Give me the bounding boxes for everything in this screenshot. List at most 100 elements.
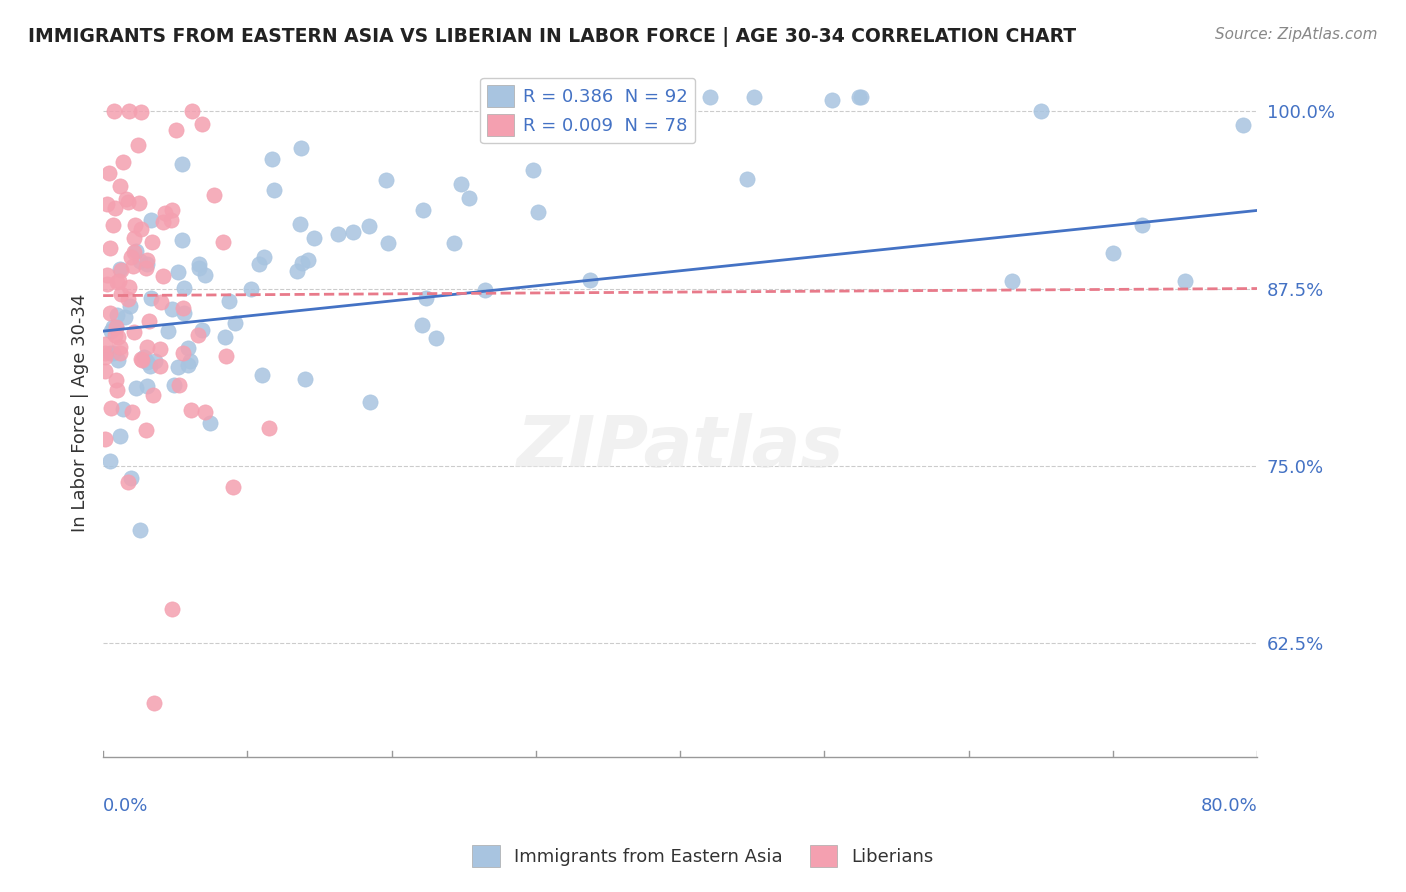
Point xyxy=(103,346,125,360)
Point xyxy=(699,90,721,104)
Point xyxy=(122,245,145,260)
Point xyxy=(180,402,202,417)
Point xyxy=(152,214,174,228)
Point xyxy=(98,346,121,360)
Point xyxy=(108,346,131,360)
Point xyxy=(1232,118,1254,132)
Point xyxy=(122,260,145,274)
Point xyxy=(122,325,145,339)
Point xyxy=(93,337,115,351)
Text: Source: ZipAtlas.com: Source: ZipAtlas.com xyxy=(1215,27,1378,42)
Point xyxy=(291,255,314,269)
Point xyxy=(177,341,200,355)
Point xyxy=(250,368,273,382)
Point xyxy=(374,173,396,187)
Point xyxy=(259,421,281,435)
Point xyxy=(177,358,200,372)
Point xyxy=(285,264,308,278)
Point xyxy=(735,172,758,186)
Point xyxy=(240,282,263,296)
Point xyxy=(98,454,121,468)
Point xyxy=(162,203,184,218)
Point xyxy=(612,90,634,104)
Point xyxy=(187,327,209,342)
Point xyxy=(149,295,172,310)
Point xyxy=(131,353,153,368)
Point xyxy=(135,379,157,393)
Point xyxy=(194,268,217,282)
Point xyxy=(170,233,193,247)
Y-axis label: In Labor Force | Age 30-34: In Labor Force | Age 30-34 xyxy=(72,293,89,532)
Point xyxy=(114,310,136,324)
Point xyxy=(202,188,225,202)
Point xyxy=(107,330,129,344)
Point xyxy=(132,350,155,364)
Point xyxy=(138,314,160,328)
Point xyxy=(93,346,115,360)
Point xyxy=(124,219,146,233)
Point xyxy=(172,345,194,359)
Point xyxy=(93,351,115,365)
Point xyxy=(129,351,152,366)
Point xyxy=(297,253,319,268)
Point xyxy=(122,231,145,245)
Point xyxy=(425,331,447,345)
Point xyxy=(253,250,276,264)
Point xyxy=(117,194,139,209)
Point xyxy=(262,152,284,166)
Point xyxy=(443,235,465,250)
Point xyxy=(142,696,165,710)
Point xyxy=(172,301,194,315)
Point xyxy=(98,241,121,255)
Point xyxy=(160,302,183,317)
Point xyxy=(98,306,121,320)
Point xyxy=(166,265,188,279)
Point xyxy=(156,324,179,338)
Point xyxy=(118,280,141,294)
Point xyxy=(821,93,844,107)
Point xyxy=(160,212,183,227)
Point xyxy=(170,157,193,171)
Point xyxy=(848,90,870,104)
Point xyxy=(96,197,118,211)
Point xyxy=(93,364,115,378)
Point xyxy=(108,274,131,288)
Point xyxy=(129,222,152,236)
Point xyxy=(1101,246,1123,260)
Point xyxy=(103,104,125,119)
Point xyxy=(142,387,165,401)
Point xyxy=(415,291,437,305)
Point xyxy=(181,104,204,119)
Point xyxy=(120,251,142,265)
Point xyxy=(128,254,150,268)
Point xyxy=(579,273,602,287)
Point xyxy=(304,231,326,245)
Point xyxy=(108,428,131,442)
Point xyxy=(105,308,128,322)
Point xyxy=(112,401,135,416)
Point xyxy=(149,359,172,373)
Point xyxy=(103,219,125,233)
Point xyxy=(108,261,131,276)
Point xyxy=(139,212,162,227)
Point xyxy=(110,287,132,301)
Text: IMMIGRANTS FROM EASTERN ASIA VS LIBERIAN IN LABOR FORCE | AGE 30-34 CORRELATION : IMMIGRANTS FROM EASTERN ASIA VS LIBERIAN… xyxy=(28,27,1076,46)
Point xyxy=(100,324,122,338)
Point xyxy=(129,105,152,120)
Text: ZIPatlas: ZIPatlas xyxy=(516,413,844,482)
Point xyxy=(1001,274,1024,288)
Point xyxy=(136,355,159,369)
Point xyxy=(127,137,149,152)
Point xyxy=(139,359,162,373)
Point xyxy=(263,183,285,197)
Point xyxy=(100,401,122,415)
Point xyxy=(198,416,221,430)
Point xyxy=(218,293,240,308)
Point xyxy=(214,330,236,344)
Point xyxy=(121,405,143,419)
Point xyxy=(117,293,139,307)
Point xyxy=(173,306,195,320)
Point xyxy=(357,219,380,234)
Point xyxy=(108,178,131,193)
Point xyxy=(105,383,128,397)
